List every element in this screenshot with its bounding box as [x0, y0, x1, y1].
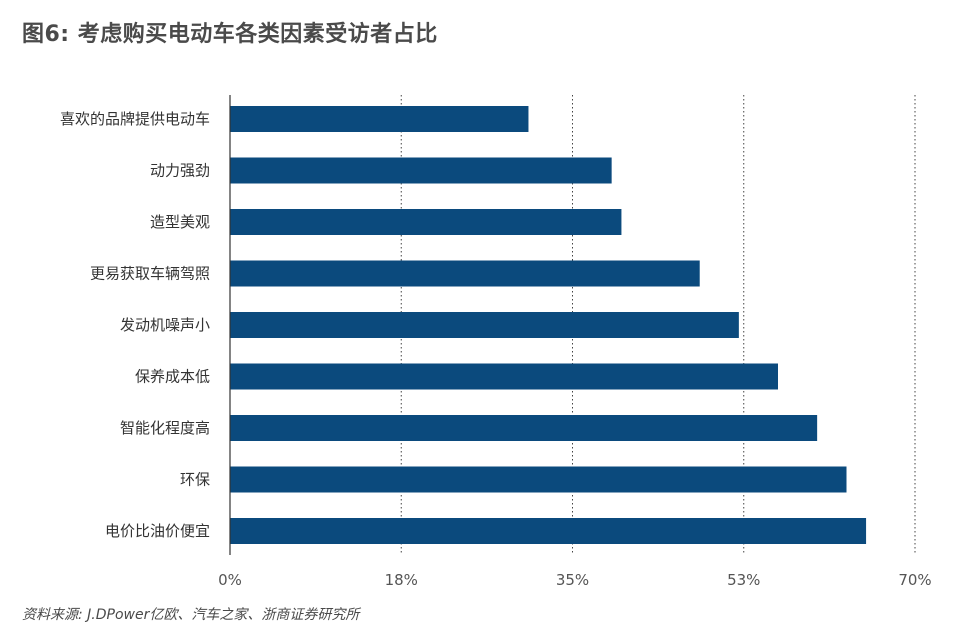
bar [230, 106, 529, 132]
category-label: 电价比油价便宜 [105, 522, 210, 540]
category-label: 动力强劲 [150, 162, 210, 180]
category-label: 智能化程度高 [120, 419, 210, 437]
chart-title: 图6: 考虑购买电动车各类因素受访者占比 [22, 22, 438, 47]
x-tick-label: 18% [385, 571, 418, 589]
bar [230, 363, 778, 390]
category-label: 喜欢的品牌提供电动车 [60, 110, 210, 128]
category-labels: 喜欢的品牌提供电动车动力强劲造型美观更易获取车辆驾照发动机噪声小保养成本低智能化… [60, 110, 210, 540]
source-note: 资料来源: J.DPower亿欧、汽车之家、浙商证券研究所 [22, 607, 360, 623]
category-label: 环保 [180, 471, 210, 489]
bar [230, 312, 739, 338]
bar [230, 518, 867, 544]
x-tick-label: 70% [898, 571, 931, 589]
category-label: 保养成本低 [135, 368, 210, 386]
x-tick-label: 35% [556, 571, 589, 589]
bar [230, 466, 847, 493]
bar [230, 209, 622, 235]
x-tick-label: 0% [218, 571, 242, 589]
category-label: 造型美观 [150, 213, 210, 231]
bar [230, 157, 612, 184]
category-label: 更易获取车辆驾照 [90, 265, 210, 283]
x-tick-label: 53% [727, 571, 760, 589]
bars [230, 106, 867, 544]
bar [230, 260, 700, 287]
category-label: 发动机噪声小 [120, 316, 210, 334]
x-tick-labels: 0% 18% 35% 53% 70% [218, 571, 932, 589]
bar [230, 415, 818, 441]
